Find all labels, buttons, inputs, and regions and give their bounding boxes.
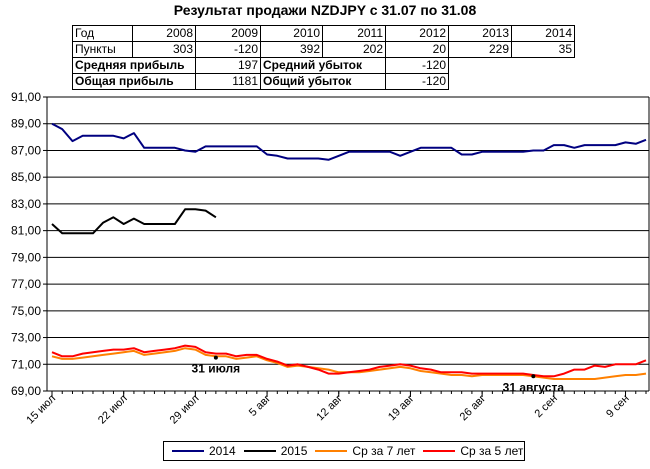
legend-item: Ср за 7 лет <box>315 444 415 458</box>
y-tick-label: 77,00 <box>11 277 41 291</box>
table-row-years: Год 2008 2009 2010 2011 2012 2013 2014 <box>72 25 575 42</box>
y-tick-label: 83,00 <box>11 197 41 211</box>
annotation-label: 31 августа <box>503 380 565 394</box>
legend-swatch <box>423 450 456 452</box>
table-cell: Пункты <box>72 41 133 58</box>
table-cell: 2014 <box>511 25 575 42</box>
x-tick-label: 12 авг <box>314 393 345 424</box>
annotation-label: 31 июля <box>192 362 241 376</box>
legend-item: 2014 <box>172 444 236 458</box>
y-tick-label: 89,00 <box>11 117 41 131</box>
y-tick-label: 71,00 <box>11 357 41 371</box>
x-tick-label: 29 июл <box>168 393 202 427</box>
table-row-points: Пункты 303 -120 392 202 20 229 35 <box>72 41 575 58</box>
table-cell: 2008 <box>132 25 196 42</box>
series-line <box>51 347 647 380</box>
legend-label: Ср за 7 лет <box>352 444 416 458</box>
chart-legend: 2014 2015 Ср за 7 лет Ср за 5 лет <box>163 441 525 461</box>
y-tick-label: 73,00 <box>11 331 41 345</box>
y-tick-label: 69,00 <box>11 384 41 398</box>
annotation-marker <box>213 355 218 360</box>
series-line <box>51 122 647 161</box>
annotation-marker <box>531 374 536 379</box>
y-tick-label: 81,00 <box>11 224 41 238</box>
table-row-totals: Общая прибыль 1181 Общий убыток -120 <box>72 73 575 90</box>
y-tick-label: 91,00 <box>11 90 41 104</box>
table-cell: 35 <box>511 41 575 58</box>
x-tick-label: 2 сен <box>532 393 559 420</box>
legend-swatch <box>172 450 204 452</box>
legend-swatch <box>315 450 348 452</box>
y-tick-label: 75,00 <box>11 304 41 318</box>
total-profit-value: 1181 <box>195 73 261 90</box>
x-tick-label: 22 июл <box>96 393 130 427</box>
chart-title: Результат продажи NZDJPY с 31.07 по 31.0… <box>173 2 477 18</box>
table-cell: 229 <box>448 41 512 58</box>
legend-item: Ср за 5 лет <box>423 444 523 458</box>
avg-loss-value: -120 <box>385 57 449 74</box>
x-tick-label: 5 авг <box>247 393 273 419</box>
x-tick-label: 19 авг <box>386 393 417 424</box>
y-tick-label: 87,00 <box>11 143 41 157</box>
total-loss-label: Общий убыток <box>260 73 386 90</box>
total-loss-value: -120 <box>385 73 449 90</box>
x-tick-label: 9 сен <box>604 393 631 420</box>
series-line <box>51 208 217 235</box>
series-line <box>51 344 647 378</box>
y-tick-label: 79,00 <box>11 250 41 264</box>
legend-label: 2015 <box>280 444 308 458</box>
legend-label: Ср за 5 лет <box>460 444 524 458</box>
table-row-averages: Средняя прибыль 197 Средний убыток -120 <box>72 57 575 74</box>
stats-table: Год 2008 2009 2010 2011 2012 2013 2014 П… <box>72 25 575 90</box>
total-profit-label: Общая прибыль <box>72 73 196 90</box>
y-tick-label: 85,00 <box>11 170 41 184</box>
table-cell: 2012 <box>385 25 449 42</box>
legend-swatch <box>243 450 276 452</box>
legend-item: 2015 <box>243 444 308 458</box>
x-tick-label: 26 авг <box>458 393 489 424</box>
legend-label: 2014 <box>209 444 236 458</box>
